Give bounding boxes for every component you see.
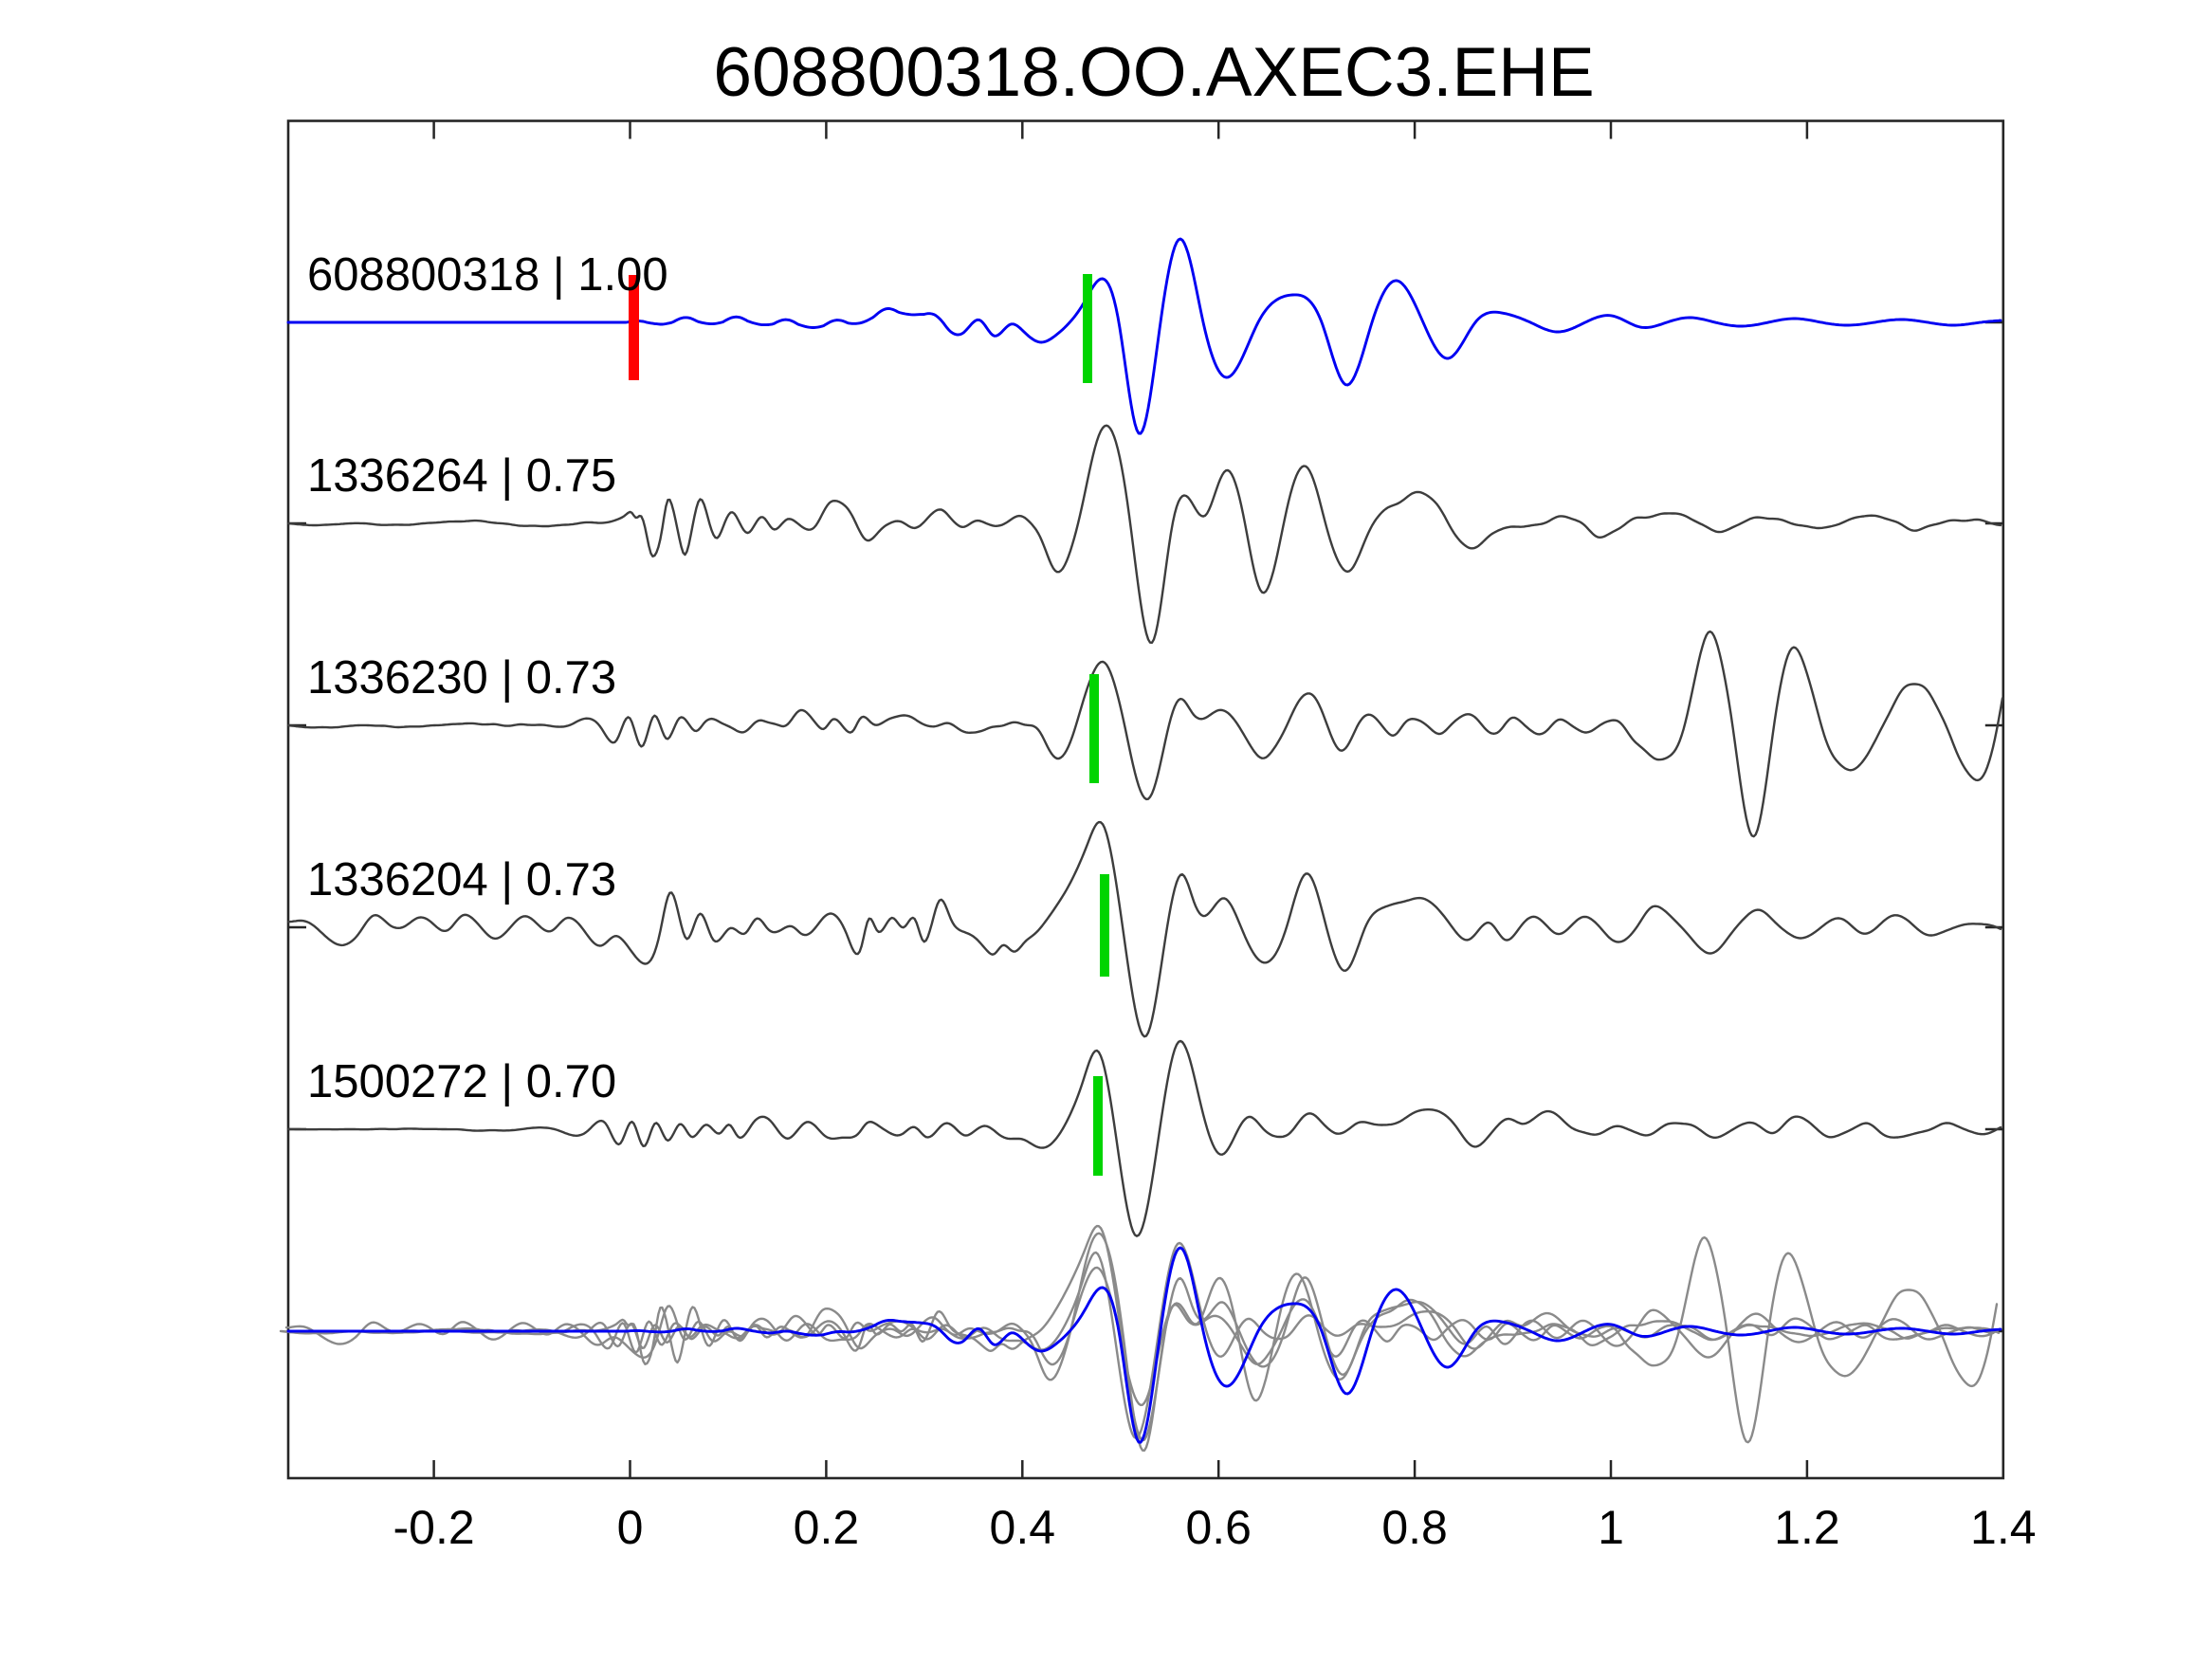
svg-text:1336264 | 0.75: 1336264 | 0.75 xyxy=(307,450,616,502)
svg-text:0.2: 0.2 xyxy=(794,1501,860,1554)
svg-text:0: 0 xyxy=(617,1501,644,1554)
svg-text:608800318 | 1.00: 608800318 | 1.00 xyxy=(307,249,668,301)
svg-text:608800318.OO.AXEC3.EHE: 608800318.OO.AXEC3.EHE xyxy=(713,34,1594,111)
svg-text:1.4: 1.4 xyxy=(1970,1501,2037,1554)
svg-text:1.2: 1.2 xyxy=(1774,1501,1840,1554)
svg-text:1336204 | 0.73: 1336204 | 0.73 xyxy=(307,854,616,905)
svg-text:1: 1 xyxy=(1598,1501,1624,1554)
svg-text:-0.2: -0.2 xyxy=(393,1501,475,1554)
svg-text:1500272 | 0.70: 1500272 | 0.70 xyxy=(307,1056,616,1107)
svg-text:1336230 | 0.73: 1336230 | 0.73 xyxy=(307,652,616,704)
svg-text:0.6: 0.6 xyxy=(1185,1501,1252,1554)
svg-text:0.4: 0.4 xyxy=(990,1501,1056,1554)
svg-text:0.8: 0.8 xyxy=(1381,1501,1448,1554)
